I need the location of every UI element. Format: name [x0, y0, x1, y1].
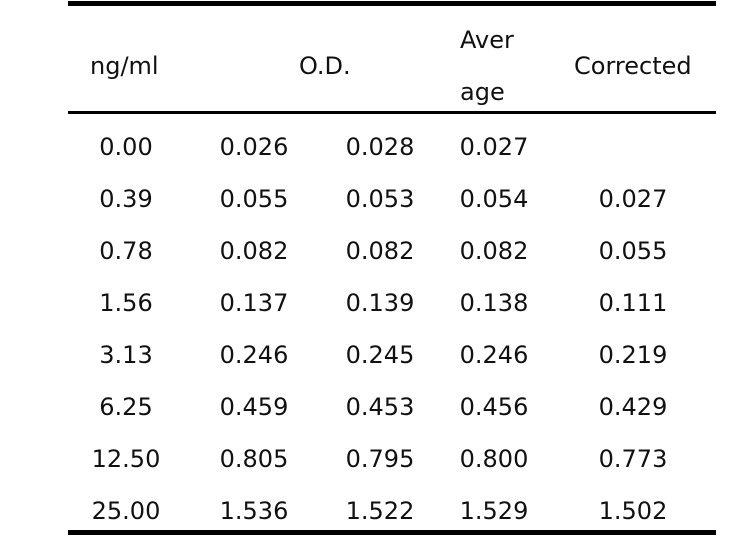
cell-conc: 25.00: [91, 497, 161, 525]
cell-od2: 0.053: [345, 185, 415, 213]
cell-od1: 0.082: [219, 237, 289, 265]
cell-corr: 0.429: [598, 393, 668, 421]
cell-od2: 1.522: [345, 497, 415, 525]
header-od: O.D.: [299, 52, 351, 80]
cell-avg: 0.456: [459, 393, 529, 421]
cell-corr: 0.111: [598, 289, 668, 317]
cell-conc: 6.25: [99, 393, 153, 421]
cell-avg: 1.529: [459, 497, 529, 525]
cell-corr: [568, 132, 698, 162]
cell-avg: 0.054: [459, 185, 529, 213]
cell-od1: 0.055: [219, 185, 289, 213]
cell-od2: 0.139: [345, 289, 415, 317]
cell-corr: 1.502: [598, 497, 668, 525]
table-top-rule: [68, 1, 716, 6]
cell-od2: 0.028: [345, 133, 415, 161]
cell-conc: 0.78: [99, 237, 153, 265]
cell-avg: 0.246: [459, 341, 529, 369]
cell-avg: 0.800: [459, 445, 529, 473]
cell-corr: 0.773: [598, 445, 668, 473]
header-average-line2: age: [460, 78, 505, 106]
cell-avg: 0.027: [459, 133, 529, 161]
table-bottom-rule: [68, 530, 716, 535]
cell-conc: 0.00: [99, 133, 153, 161]
cell-od2: 0.245: [345, 341, 415, 369]
cell-conc: 0.39: [99, 185, 153, 213]
cell-od1: 0.137: [219, 289, 289, 317]
header-corrected: Corrected: [574, 52, 692, 80]
cell-avg: 0.082: [459, 237, 529, 265]
cell-od1: 0.805: [219, 445, 289, 473]
header-concentration: ng/ml: [90, 52, 159, 80]
cell-conc: 1.56: [99, 289, 153, 317]
cell-od2: 0.082: [345, 237, 415, 265]
cell-od1: 0.246: [219, 341, 289, 369]
cell-od1: 1.536: [219, 497, 289, 525]
cell-corr: 0.055: [598, 237, 668, 265]
cell-od1: 0.026: [219, 133, 289, 161]
cell-conc: 3.13: [99, 341, 153, 369]
cell-corr: 0.219: [598, 341, 668, 369]
header-average-line1: Aver: [460, 26, 514, 54]
cell-od2: 0.453: [345, 393, 415, 421]
cell-conc: 12.50: [91, 445, 161, 473]
cell-corr: 0.027: [598, 185, 668, 213]
header-rule: [68, 111, 716, 114]
cell-avg: 0.138: [459, 289, 529, 317]
cell-od1: 0.459: [219, 393, 289, 421]
cell-od2: 0.795: [345, 445, 415, 473]
